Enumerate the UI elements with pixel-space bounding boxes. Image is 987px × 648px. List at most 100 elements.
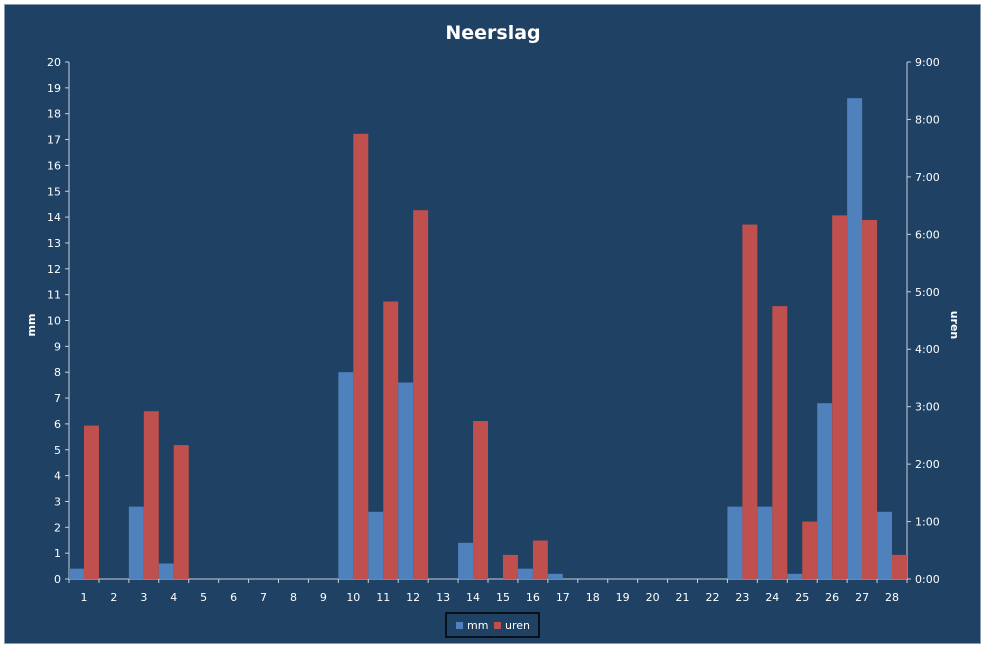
x-tick-label: 2 [110,591,117,604]
x-tick-label: 27 [855,591,869,604]
bar-uren [83,425,99,579]
bar-mm [727,506,743,579]
bar-uren [473,421,488,579]
bar-uren [502,554,518,579]
x-tick-label: 10 [346,591,360,604]
y-left-tick-label: 0 [54,573,61,586]
ticks: 012345678910111213141516171819200:001:00… [47,56,940,604]
x-tick-label: 28 [885,591,899,604]
bar-uren [742,224,758,579]
bar-mm [757,506,773,579]
y-left-tick-label: 18 [47,108,61,121]
y-right-tick-label: 2:00 [915,458,940,471]
bar-mm [158,563,174,579]
y-left-tick-label: 16 [47,159,61,172]
bar-uren [532,540,548,579]
legend-box [445,612,540,638]
bar-mm [787,573,803,579]
x-tick-label: 1 [80,591,87,604]
x-tick-label: 4 [170,591,177,604]
bar-mm [338,372,354,579]
legend-label-uren: uren [505,619,530,632]
x-tick-label: 14 [466,591,480,604]
y-left-tick-label: 14 [47,211,61,224]
y-left-tick-label: 17 [47,134,61,147]
y-left-tick-label: 5 [54,444,61,457]
y-right-tick-label: 6:00 [915,228,940,241]
y-right-tick-label: 8:00 [915,113,940,126]
x-tick-label: 25 [795,591,809,604]
bar-uren [802,521,818,579]
legend-swatch-mm [456,622,463,629]
y-right-tick-label: 0:00 [915,573,940,586]
x-tick-label: 26 [825,591,839,604]
x-tick-label: 7 [260,591,267,604]
x-tick-label: 8 [290,591,297,604]
y-left-axis-title: mm [25,314,38,337]
y-left-tick-label: 3 [54,495,61,508]
x-tick-label: 17 [556,591,570,604]
x-tick-label: 12 [406,591,420,604]
bar-uren [832,215,848,580]
y-left-tick-label: 19 [47,82,61,95]
bar-mm [877,511,893,579]
bar-mm [517,568,533,579]
bar-uren [413,210,429,579]
y-left-tick-label: 8 [54,366,61,379]
bar-uren [143,411,159,579]
x-tick-label: 21 [676,591,690,604]
y-left-tick-label: 12 [47,263,61,276]
x-tick-label: 18 [586,591,600,604]
chart-svg: Neerslag 0123456789101112131415161718192… [25,22,961,638]
x-tick-label: 16 [526,591,540,604]
bar-uren [383,301,399,579]
bars [69,98,907,580]
x-tick-label: 19 [616,591,630,604]
bar-mm [398,382,414,579]
bar-mm [69,568,84,579]
x-tick-label: 9 [320,591,327,604]
bar-uren [862,219,878,579]
legend: mm uren [445,612,540,638]
y-right-tick-label: 9:00 [915,56,940,69]
y-right-tick-label: 5:00 [915,286,940,299]
x-tick-label: 3 [140,591,147,604]
y-left-tick-label: 4 [54,470,61,483]
x-tick-label: 15 [496,591,510,604]
x-tick-label: 6 [230,591,237,604]
y-left-tick-label: 10 [47,315,61,328]
bar-mm [817,403,833,579]
y-right-tick-label: 4:00 [915,343,940,356]
x-tick-label: 11 [376,591,390,604]
legend-label-mm: mm [467,619,488,632]
bar-mm [847,98,863,579]
bar-uren [173,445,189,579]
bar-uren [892,554,907,579]
bar-mm [368,511,384,579]
legend-swatch-uren [494,622,501,629]
x-tick-label: 13 [436,591,450,604]
chart-title: Neerslag [445,22,540,44]
y-right-tick-label: 3:00 [915,401,940,414]
bar-uren [772,306,788,579]
y-left-tick-label: 2 [54,521,61,534]
bar-mm [128,506,144,579]
y-left-tick-label: 20 [47,56,61,69]
x-tick-label: 22 [705,591,719,604]
y-right-tick-label: 1:00 [915,516,940,529]
y-right-tick-label: 7:00 [915,171,940,184]
y-left-tick-label: 15 [47,185,61,198]
y-left-tick-label: 13 [47,237,61,250]
y-right-axis-title: uren [948,311,961,340]
x-tick-label: 24 [765,591,779,604]
y-left-tick-label: 1 [54,547,61,560]
x-tick-label: 5 [200,591,207,604]
y-left-tick-label: 11 [47,289,61,302]
bar-mm [547,573,563,579]
y-left-tick-label: 9 [54,340,61,353]
y-left-tick-label: 6 [54,418,61,431]
chart-frame: Neerslag 0 1 2 3 4 5 6 7 8 9 10 11 12 13 14 15 16 17 18 19 2… [4,4,981,644]
bar-uren [353,133,369,580]
x-tick-label: 20 [646,591,660,604]
bar-mm [458,542,474,579]
